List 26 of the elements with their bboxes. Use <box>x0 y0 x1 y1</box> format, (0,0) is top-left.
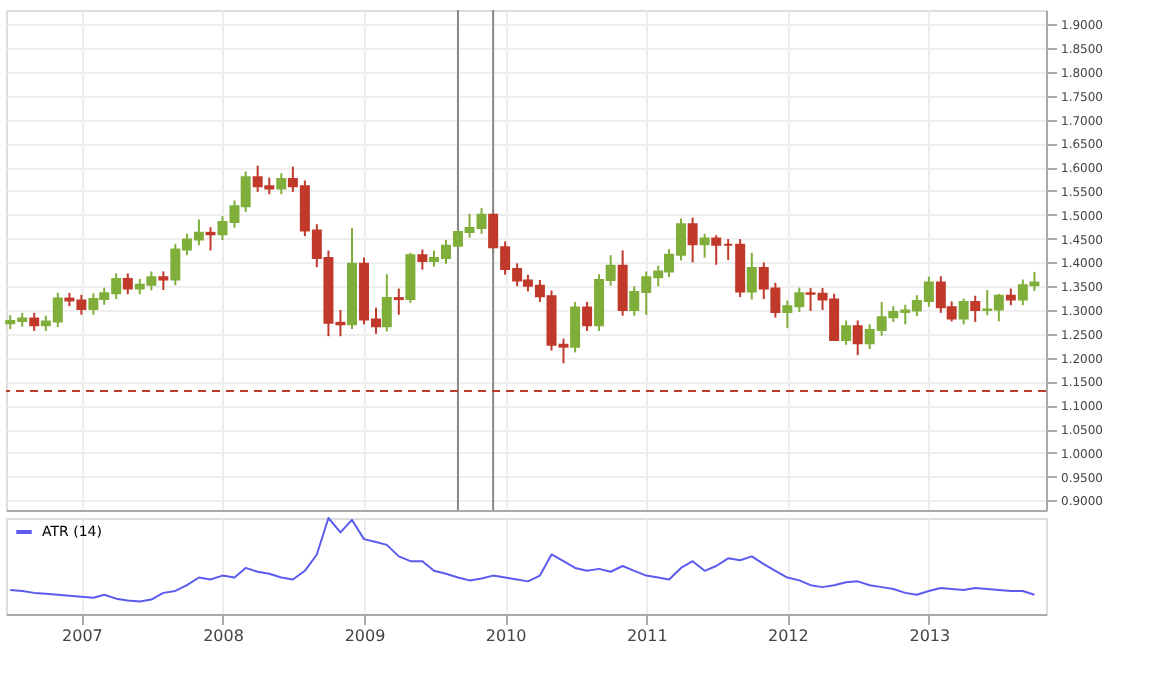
candlestick <box>852 319 863 357</box>
candlestick <box>617 249 628 317</box>
x-tick-label: 2011 <box>626 627 668 645</box>
x-tick-label: 2009 <box>344 627 386 645</box>
x-tick-label: 2010 <box>485 627 527 645</box>
candlestick <box>970 294 981 323</box>
candlestick <box>699 232 710 259</box>
candlestick <box>158 270 169 291</box>
candlestick <box>405 251 416 304</box>
candlestick <box>582 300 593 332</box>
candlestick <box>958 297 969 326</box>
candlestick <box>29 311 40 332</box>
candlestick <box>746 251 757 301</box>
candlestick <box>393 287 404 316</box>
x-tick-label: 2008 <box>203 627 244 645</box>
x-tick-label: 2012 <box>767 627 809 645</box>
x-tick-label: 2007 <box>62 627 103 645</box>
candlestick <box>841 319 852 346</box>
candlestick <box>276 172 287 196</box>
candlestick <box>381 273 392 333</box>
candlestick <box>122 272 133 296</box>
x-tick-label: 2013 <box>909 627 951 645</box>
candlestick <box>687 216 698 264</box>
candlestick <box>570 300 581 354</box>
candlestick <box>205 226 216 252</box>
candlestick <box>417 248 428 271</box>
